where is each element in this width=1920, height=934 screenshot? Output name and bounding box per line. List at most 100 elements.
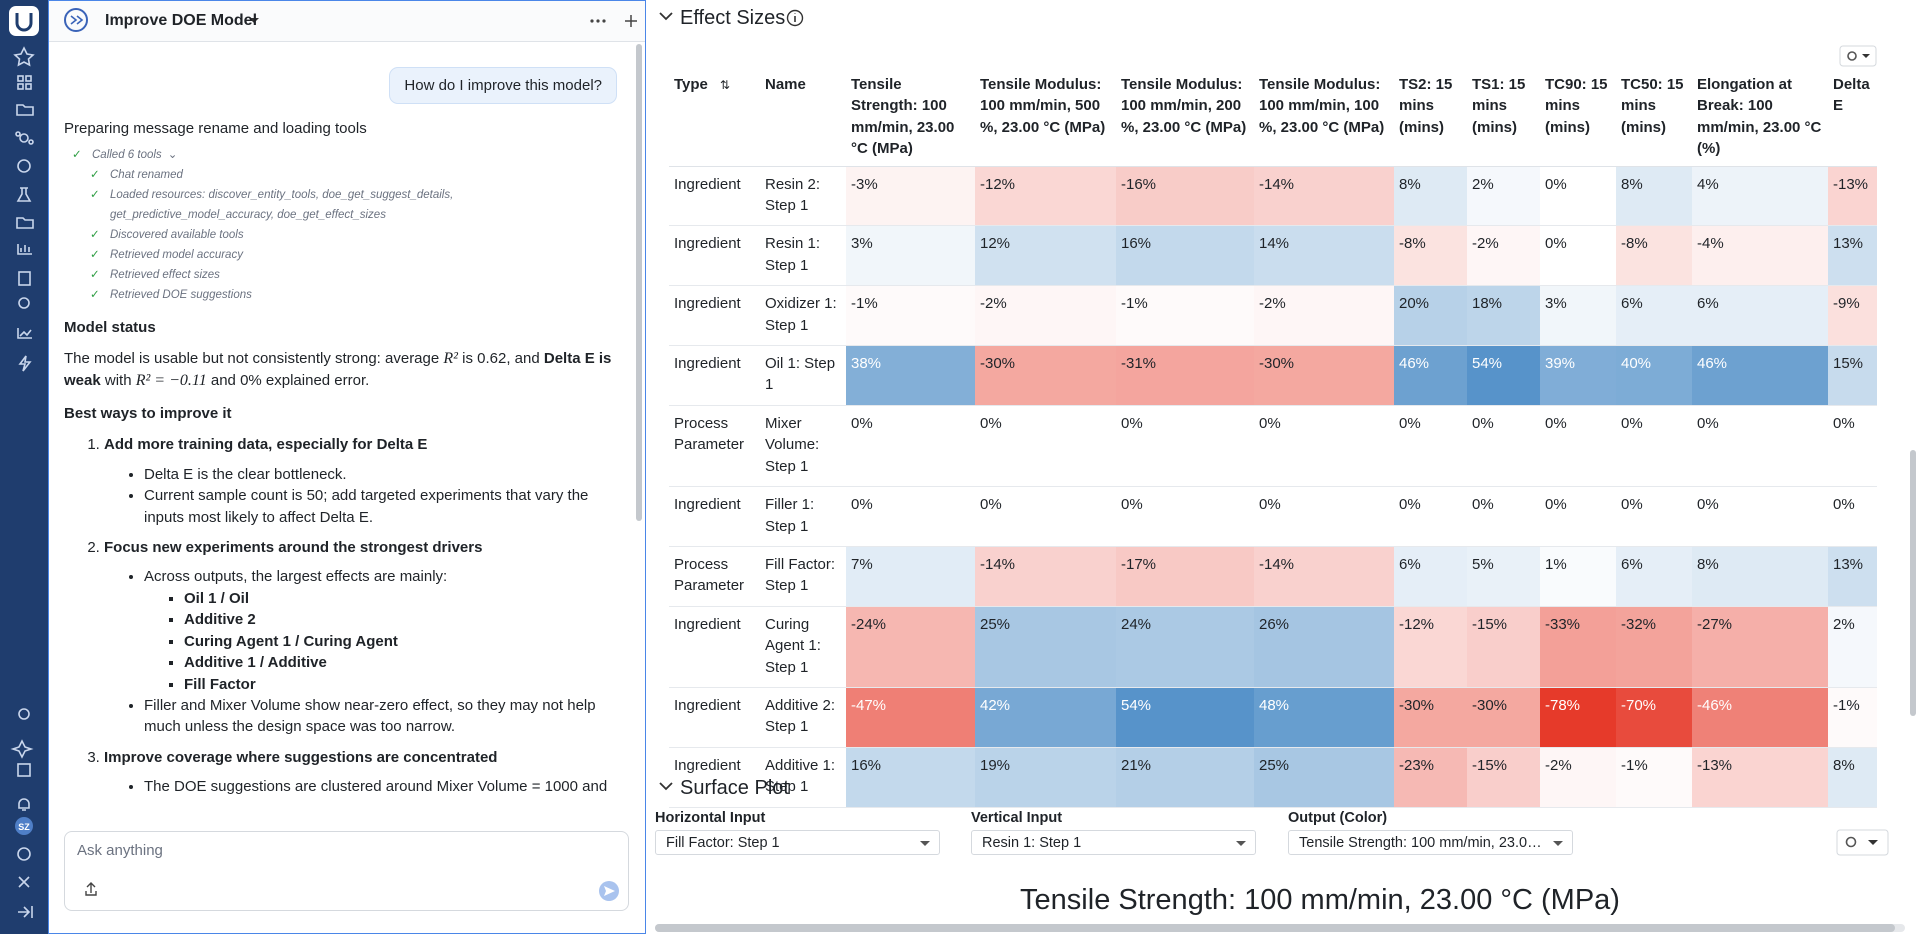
tool-summary[interactable]: ✓ Called 6 tools ⌄ <box>72 145 617 165</box>
math: R² <box>443 350 458 368</box>
effect-cell: -30% <box>975 345 1116 406</box>
effect-cell: -70% <box>1616 687 1692 748</box>
bullet: Across outputs, the largest effects are … <box>144 566 617 694</box>
nav-folder[interactable] <box>16 104 34 116</box>
nav-ideas[interactable] <box>18 297 30 309</box>
upload-button[interactable] <box>85 882 97 896</box>
effect-cell: -32% <box>1616 606 1692 688</box>
tool-call-text: Retrieved effect sizes <box>110 268 220 281</box>
effect-cell: -8% <box>1394 225 1467 287</box>
effect-cell: -46% <box>1692 687 1828 748</box>
nav-collapse[interactable] <box>18 906 33 918</box>
bold-text: Delta E is weak <box>64 350 612 389</box>
nav-models[interactable] <box>17 159 31 173</box>
name-cell: Oil 1: Step 1 <box>760 345 846 406</box>
nav-analytics[interactable] <box>17 328 32 339</box>
scrollbar[interactable] <box>636 44 642 521</box>
nav-lab[interactable] <box>16 187 32 202</box>
effect-cell: -33% <box>1540 606 1616 688</box>
nav-notifications[interactable] <box>18 798 30 811</box>
type-cell: Ingredient <box>669 225 760 287</box>
text: and 0% explained error. <box>206 371 370 389</box>
effect-cell: 0% <box>1254 486 1394 547</box>
effect-cell: 0% <box>1116 486 1254 547</box>
column-header[interactable]: Type ⇅ <box>669 70 760 167</box>
select[interactable]: Resin 1: Step 1 <box>971 830 1256 855</box>
v-scroll-thumb[interactable] <box>1910 450 1916 716</box>
tool-call-text: Chat renamed <box>110 168 183 181</box>
bullet: Delta E is the clear bottleneck. <box>144 464 617 485</box>
nav-apps[interactable] <box>17 75 24 82</box>
type-cell: Ingredient <box>669 166 760 227</box>
effect-cell: 3% <box>846 225 975 287</box>
name-cell: Fill Factor: Step 1 <box>760 546 846 607</box>
nav-help[interactable] <box>17 847 31 861</box>
nav-docs[interactable] <box>18 271 31 286</box>
effect-cell: 0% <box>1828 486 1877 547</box>
title-dropdown[interactable] <box>249 18 259 23</box>
nav-graph[interactable] <box>19 133 29 143</box>
nav-library[interactable] <box>17 763 31 777</box>
nav-folder2[interactable] <box>16 217 34 229</box>
effect-cell: 21% <box>1116 747 1254 808</box>
nav-target[interactable] <box>18 708 30 720</box>
collapse-effect-sizes[interactable] <box>659 12 673 21</box>
type-cell: Ingredient <box>669 285 760 347</box>
tool-list: ✓ Chat renamed ✓ Loaded resources: discover… <box>72 165 617 305</box>
sort-icon[interactable]: ⇅ <box>719 78 730 92</box>
avatar[interactable] <box>15 817 33 835</box>
effect-cell: 0% <box>1540 166 1616 227</box>
section-title: Surface Plot <box>680 777 789 799</box>
effect-cell: 46% <box>1394 345 1467 406</box>
effect-cell: 0% <box>1467 486 1540 547</box>
plot-settings[interactable] <box>1836 829 1889 856</box>
effect-cell: 0% <box>1616 405 1692 488</box>
type-cell: Ingredient <box>669 747 760 808</box>
effect-cell: 0% <box>1540 225 1616 287</box>
info-icon[interactable] <box>786 9 804 27</box>
nav-favorites[interactable] <box>13 46 35 67</box>
h-scroll-thumb[interactable] <box>655 924 1895 932</box>
effect-cell: -24% <box>846 606 975 688</box>
more-button[interactable] <box>590 19 606 23</box>
paragraph: The model is usable but not consistently… <box>64 348 617 391</box>
chat-header: Improve DOE Model <box>49 1 645 42</box>
table-row: Ingredient Resin 2: Step 1 -3% -12% -16% -14%… <box>669 166 1877 227</box>
driver: Oil 1 / Oil <box>184 588 617 609</box>
effect-cell: 13% <box>1828 225 1877 287</box>
effect-cell: 7% <box>846 546 975 607</box>
step-title: Improve coverage where suggestions are c… <box>104 748 498 766</box>
step-title: Focus new experiments around the stronge… <box>104 539 483 557</box>
column-header: Tensile Modulus: 100 mm/min, 500 %, 23.0… <box>975 70 1116 167</box>
effect-cell: -13% <box>1692 747 1828 808</box>
name-cell: Oxidizer 1: Step 1 <box>760 285 846 347</box>
effect-cell: 25% <box>1254 747 1394 808</box>
select[interactable]: Fill Factor: Step 1 <box>655 830 940 855</box>
effect-cell: -9% <box>1828 285 1877 347</box>
effect-cell: 8% <box>1394 166 1467 227</box>
tool-call-text: Retrieved DOE suggestions <box>110 288 252 301</box>
check-icon: ✓ <box>90 288 100 301</box>
new-chat-button[interactable] <box>625 15 637 27</box>
effect-sizes-table: Type ⇅ Name Tensile Strength: 100 mm/min, 2… <box>669 70 1877 808</box>
nav-charts[interactable] <box>17 244 32 255</box>
table-settings[interactable] <box>1839 45 1877 67</box>
effect-cell: 0% <box>1467 405 1540 488</box>
table-row: Ingredient Additive 1: Step 1 16% 19% 21% 25%… <box>669 747 1877 808</box>
nav-ai[interactable] <box>10 739 34 759</box>
effect-cell: -12% <box>975 166 1116 227</box>
tool-summary-text: Called 6 tools <box>92 148 162 161</box>
check-icon: ✓ <box>90 248 100 261</box>
effect-cell: -2% <box>1254 285 1394 347</box>
nav-automation[interactable] <box>18 355 32 372</box>
chat-input[interactable]: Ask anything <box>64 831 629 911</box>
effect-cell: 0% <box>975 486 1116 547</box>
nav-bar: SZ <box>0 0 48 934</box>
select[interactable]: Tensile Strength: 100 mm/min, 23.00 °C (… <box>1288 830 1573 855</box>
nav-tools[interactable] <box>18 876 30 888</box>
effect-cell: -2% <box>1540 747 1616 808</box>
column-header: Tensile Modulus: 100 mm/min, 100 %, 23.0… <box>1254 70 1394 167</box>
effect-cell: 0% <box>1692 486 1828 547</box>
effect-cell: -27% <box>1692 606 1828 688</box>
column-header: Tensile Strength: 100 mm/min, 23.00 °C (… <box>846 70 975 167</box>
